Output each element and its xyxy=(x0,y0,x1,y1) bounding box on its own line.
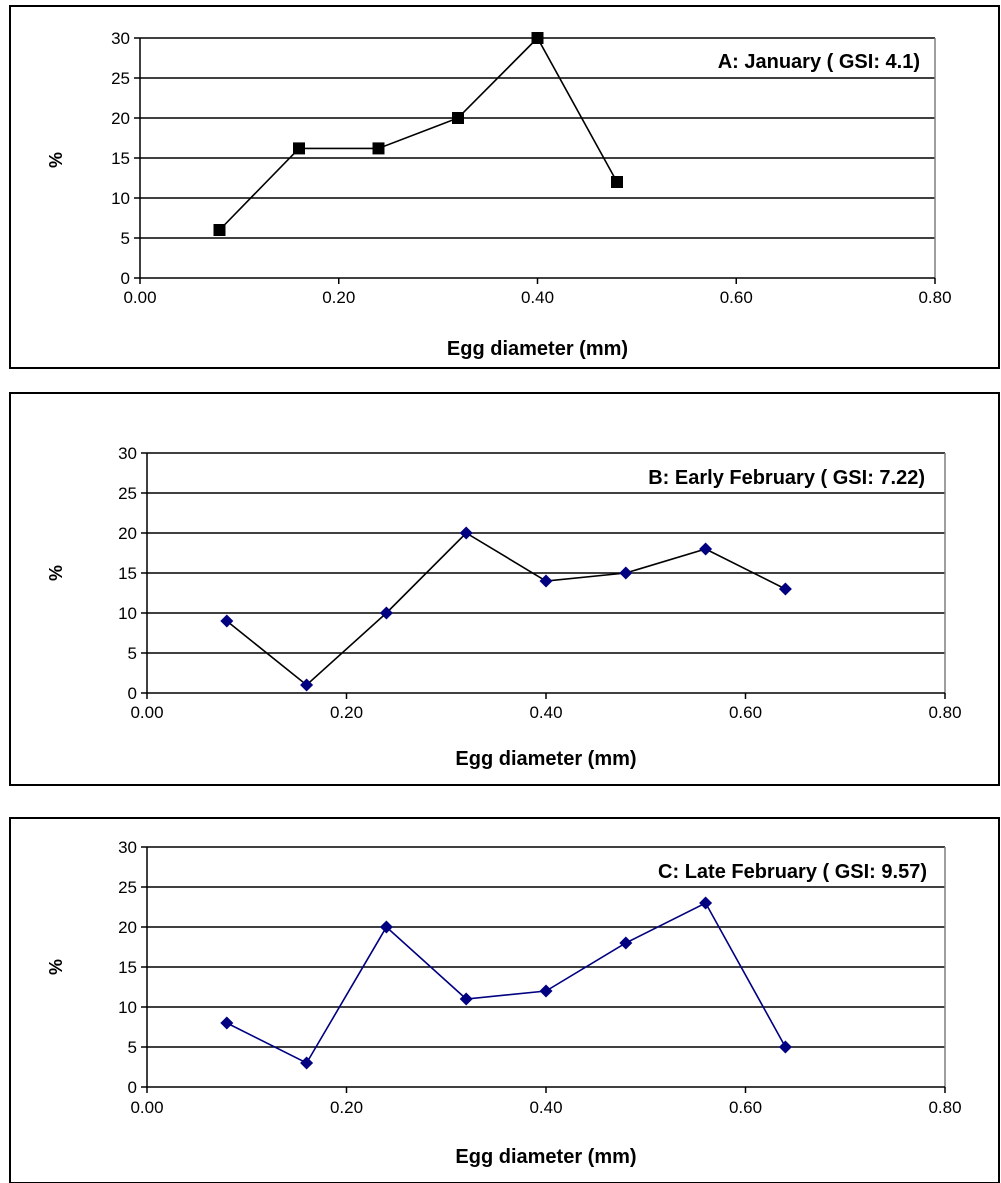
data-point xyxy=(619,936,633,950)
data-point xyxy=(611,176,623,188)
data-point xyxy=(699,542,713,556)
x-tick-label: 0.80 xyxy=(928,703,961,722)
y-tick-label: 30 xyxy=(111,29,130,48)
y-tick-label: 0 xyxy=(128,684,137,703)
y-tick-label: 30 xyxy=(118,838,137,857)
x-tick-label: 0.60 xyxy=(729,1098,762,1117)
y-tick-label: 25 xyxy=(118,484,137,503)
y-tick-label: 30 xyxy=(118,444,137,463)
data-point xyxy=(778,1040,792,1054)
x-tick-label: 0.40 xyxy=(529,1098,562,1117)
data-point xyxy=(220,614,234,628)
y-tick-label: 10 xyxy=(118,604,137,623)
y-axis-label: % xyxy=(46,152,66,168)
y-tick-label: 25 xyxy=(118,878,137,897)
x-tick-label: 0.40 xyxy=(529,703,562,722)
y-tick-label: 0 xyxy=(128,1078,137,1097)
chart-panel-a: 0 5 10 15 20 25 30 0.00 0.20 0.40 0.60 0.80 Egg diam… xyxy=(9,5,1000,369)
x-tick-label: 0.20 xyxy=(322,288,355,307)
data-point xyxy=(539,984,553,998)
chart-frame xyxy=(9,5,1000,369)
data-point xyxy=(300,1056,314,1070)
data-point xyxy=(531,32,544,44)
y-tick-label: 25 xyxy=(111,69,130,88)
data-point xyxy=(379,920,393,934)
data-point xyxy=(459,526,473,540)
series-line xyxy=(218,36,618,231)
data-point xyxy=(778,582,792,596)
y-tick-label: 15 xyxy=(111,149,130,168)
y-tick-label: 20 xyxy=(111,109,130,128)
series-line xyxy=(226,531,786,687)
y-tick-label: 20 xyxy=(118,524,137,543)
y-tick-label: 15 xyxy=(118,564,137,583)
x-tick-label: 0.80 xyxy=(918,288,951,307)
x-tick-label: 0.00 xyxy=(130,703,163,722)
data-point xyxy=(459,992,473,1006)
chart-frame xyxy=(9,817,1000,1183)
data-point xyxy=(300,678,314,692)
x-tick-label: 0.20 xyxy=(330,1098,363,1117)
panel-annotation: B: Early February ( GSI: 7.22) xyxy=(648,467,925,489)
x-tick-label: 0.20 xyxy=(330,703,363,722)
y-tick-label: 20 xyxy=(118,918,137,937)
x-axis-label: Egg diameter (mm) xyxy=(455,748,636,770)
panel-annotation: C: Late February ( GSI: 9.57) xyxy=(658,861,927,883)
data-point xyxy=(539,574,553,588)
data-point xyxy=(293,142,305,155)
data-point xyxy=(619,566,633,580)
y-tick-label: 10 xyxy=(118,998,137,1017)
data-point xyxy=(372,142,385,155)
chart-frame xyxy=(9,392,1000,786)
x-tick-label: 0.80 xyxy=(928,1098,961,1117)
y-tick-label: 0 xyxy=(121,269,130,288)
data-point xyxy=(452,112,464,124)
y-axis-label: % xyxy=(46,565,66,581)
x-axis-label: Egg diameter (mm) xyxy=(455,1146,636,1168)
data-point xyxy=(699,896,713,910)
y-tick-label: 10 xyxy=(111,189,130,208)
x-tick-label: 0.00 xyxy=(123,288,156,307)
x-tick-label: 0.60 xyxy=(729,703,762,722)
chart-panel-b: 0 5 10 15 20 25 30 0.00 0.20 0.40 0.60 0.80 Egg diam… xyxy=(9,392,1000,786)
x-tick-label: 0.60 xyxy=(720,288,753,307)
y-tick-label: 5 xyxy=(128,644,137,663)
x-tick-label: 0.40 xyxy=(521,288,554,307)
y-axis-label: % xyxy=(46,959,66,975)
x-tick-label: 0.00 xyxy=(130,1098,163,1117)
y-tick-label: 5 xyxy=(121,229,130,248)
y-tick-label: 15 xyxy=(118,958,137,977)
data-point xyxy=(220,1016,234,1030)
panel-annotation: A: January ( GSI: 4.1) xyxy=(718,51,920,73)
data-point xyxy=(213,224,226,236)
chart-panel-c: 0 5 10 15 20 25 30 0.00 0.20 0.40 0.60 0.80 Egg diam… xyxy=(9,817,1000,1183)
y-tick-label: 5 xyxy=(128,1038,137,1057)
data-point xyxy=(379,606,393,620)
x-axis-label: Egg diameter (mm) xyxy=(447,338,628,360)
series-line xyxy=(226,901,787,1065)
